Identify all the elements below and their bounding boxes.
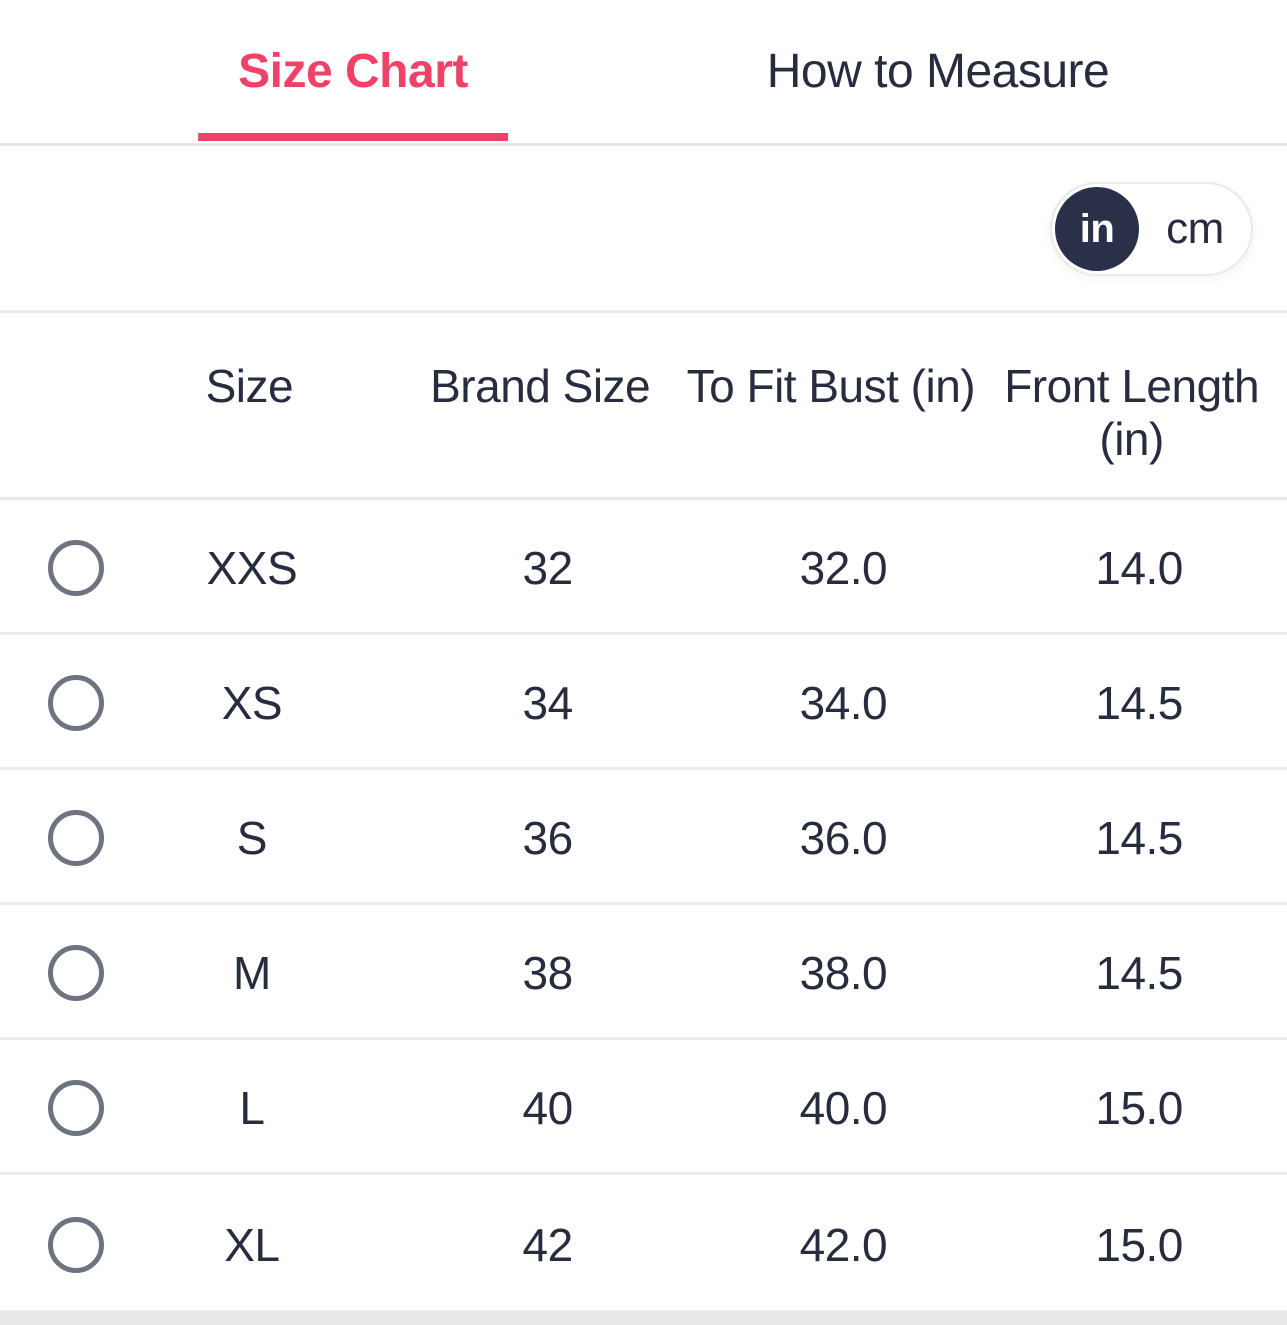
cell-brand-size: 32 <box>522 542 574 594</box>
size-table: Size Brand Size To Fit Bust (in) Front L… <box>0 313 1287 1310</box>
unit-toggle-section: in cm <box>0 146 1287 313</box>
table-row-xl[interactable]: XL 42 42.0 15.0 <box>0 1175 1287 1310</box>
header-size: Size <box>205 360 294 412</box>
cell-size: S <box>236 812 268 864</box>
tab-bar: Size Chart How to Measure <box>0 0 1287 146</box>
cell-to-fit-bust: 34.0 <box>799 677 888 729</box>
size-radio-xl[interactable] <box>48 1216 104 1273</box>
size-table-header-row: Size Brand Size To Fit Bust (in) Front L… <box>0 313 1287 500</box>
cell-brand-size: 40 <box>522 1082 574 1134</box>
cell-brand-size: 42 <box>522 1218 574 1271</box>
header-front-length: Front Length (in) <box>1004 360 1260 465</box>
tab-size-chart[interactable]: Size Chart <box>197 0 508 143</box>
cell-to-fit-bust: 36.0 <box>799 812 888 864</box>
table-row-s[interactable]: S 36 36.0 14.5 <box>0 770 1287 905</box>
cell-to-fit-bust: 32.0 <box>799 542 888 594</box>
cell-front-length: 14.5 <box>1095 677 1183 729</box>
cell-size: XL <box>224 1218 280 1271</box>
table-row-l[interactable]: L 40 40.0 15.0 <box>0 1040 1287 1175</box>
cell-to-fit-bust: 38.0 <box>799 947 888 999</box>
cell-to-fit-bust: 42.0 <box>799 1218 888 1271</box>
cell-size: L <box>239 1082 265 1134</box>
cell-front-length: 15.0 <box>1095 1218 1183 1271</box>
size-radio-s[interactable] <box>48 810 104 866</box>
radio-column-spacer <box>0 313 104 497</box>
header-brand-size: Brand Size <box>430 360 651 412</box>
unit-option-cm[interactable]: cm <box>1166 204 1224 253</box>
bottom-sheet-edge <box>0 1310 1287 1325</box>
tab-size-chart-label: Size Chart <box>238 45 468 98</box>
header-to-fit-bust: To Fit Bust (in) <box>686 360 976 412</box>
size-radio-xs[interactable] <box>48 675 104 731</box>
cell-front-length: 14.5 <box>1095 947 1183 999</box>
cell-to-fit-bust: 40.0 <box>799 1082 888 1134</box>
cell-front-length: 14.0 <box>1095 542 1183 594</box>
size-radio-m[interactable] <box>48 945 104 1001</box>
cell-front-length: 15.0 <box>1095 1082 1183 1134</box>
table-row-m[interactable]: M 38 38.0 14.5 <box>0 905 1287 1040</box>
cell-brand-size: 34 <box>522 677 574 729</box>
cell-brand-size: 38 <box>522 947 574 999</box>
tab-how-to-measure[interactable]: How to Measure <box>727 0 1149 143</box>
size-radio-l[interactable] <box>48 1080 104 1136</box>
cell-size: XXS <box>206 542 298 594</box>
unit-toggle[interactable]: in cm <box>1050 182 1253 276</box>
active-tab-underline <box>197 133 508 141</box>
table-row-xs[interactable]: XS 34 34.0 14.5 <box>0 635 1287 770</box>
tab-how-to-measure-label: How to Measure <box>766 45 1110 98</box>
cell-front-length: 14.5 <box>1095 812 1183 864</box>
size-radio-xxs[interactable] <box>48 540 104 596</box>
unit-option-in[interactable]: in <box>1055 187 1139 271</box>
table-row-xxs[interactable]: XXS 32 32.0 14.0 <box>0 500 1287 635</box>
cell-size: M <box>232 947 271 999</box>
cell-brand-size: 36 <box>522 812 574 864</box>
cell-size: XS <box>221 677 283 729</box>
